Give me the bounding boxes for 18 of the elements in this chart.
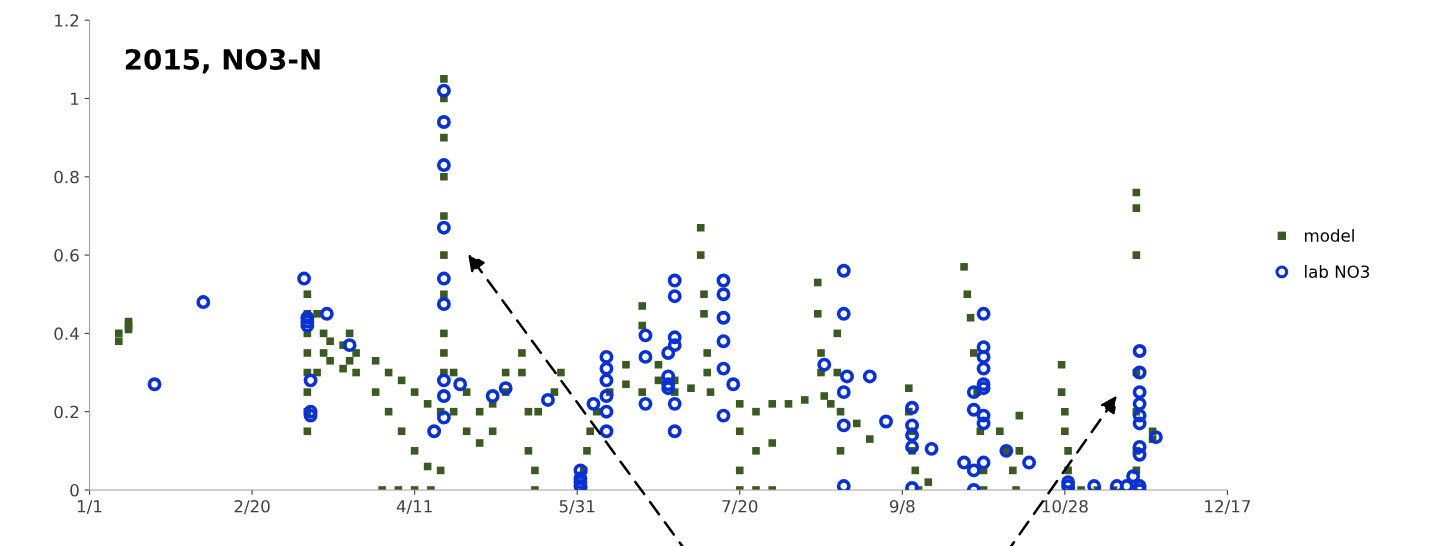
y-tick-label: 0 — [70, 483, 79, 497]
legend-label: lab NO3 — [1305, 265, 1370, 278]
x-tick-label: 10/28 — [1042, 500, 1088, 514]
x-tick-label: 12/17 — [1205, 500, 1250, 514]
y-tick-label: 0.8 — [54, 170, 79, 184]
x-tick-label: 9/8 — [889, 500, 915, 514]
x-tick-label: 2/20 — [234, 500, 270, 514]
y-tick-label: 0.4 — [54, 327, 79, 340]
x-tick-label: 5/31 — [559, 500, 595, 514]
x-tick-label: 4/11 — [396, 500, 432, 514]
y-tick-label: 0.6 — [54, 249, 79, 262]
legend-label: model — [1305, 228, 1354, 242]
y-tick-label: 0.2 — [54, 405, 79, 419]
y-tick-label: 1.2 — [55, 14, 79, 27]
x-tick-label: 7/20 — [722, 500, 758, 514]
x-tick-label: 1/1 — [77, 500, 102, 514]
y-tick-label: 1 — [71, 92, 79, 105]
text: 2015, NO3-N — [125, 48, 320, 74]
